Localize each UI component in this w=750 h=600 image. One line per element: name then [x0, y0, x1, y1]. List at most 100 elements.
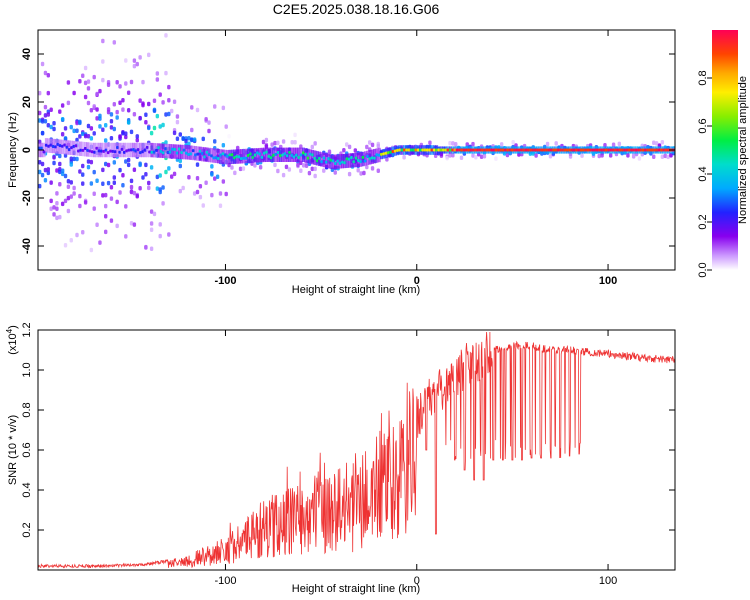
spectrogram-ridge-cell [554, 148, 558, 152]
spectrogram-band [113, 142, 117, 158]
spectrogram-cell [95, 178, 99, 184]
spectrogram-ridge-cell [329, 158, 333, 162]
spectrogram-ridge-cell [398, 148, 402, 152]
spectrogram-cell [138, 98, 142, 103]
spectrogram-ridge-cell [226, 154, 230, 158]
spectrogram-ridge-cell [205, 150, 209, 154]
spectrogram-band [141, 142, 145, 158]
spectrogram-cell [121, 98, 125, 103]
spectrogram-cell [115, 199, 119, 205]
spectrogram-cell [365, 164, 369, 170]
spectrogram-ridge-cell [402, 148, 406, 152]
spectrogram-ridge-cell [380, 152, 384, 156]
spectrogram-cell [290, 140, 294, 145]
spectrogram-band [173, 144, 177, 159]
spectrogram-cell [149, 130, 154, 136]
spectrogram-ridge-cell [621, 148, 625, 152]
spectrogram-ridge-cell [93, 150, 97, 154]
spectrogram-ridge-cell [145, 145, 149, 149]
spectrogram-cell [474, 154, 478, 160]
spectrogram-cell [313, 141, 317, 146]
spectrogram-cell [132, 63, 137, 69]
spectrogram-cell [43, 113, 48, 118]
spectrogram-ridge-cell [545, 148, 549, 152]
spectrogram-cell [187, 174, 191, 180]
spectrogram-cell [52, 126, 56, 132]
spectrogram-cell [121, 130, 125, 136]
spectrogram-cell [58, 161, 62, 167]
spectrogram-cell [167, 97, 171, 103]
spectrogram-cell [511, 140, 515, 145]
spectrogram-cell [169, 108, 174, 114]
spectrogram-cell [666, 154, 670, 160]
spectrogram-ridge-cell [561, 148, 565, 152]
spectrogram-ridge-cell [637, 148, 641, 152]
spectrogram-cell [144, 244, 148, 250]
spectrogram-ridge-cell [272, 153, 276, 157]
spectrogram-band [306, 148, 310, 164]
spectrogram-ridge-cell [664, 148, 668, 152]
spectrogram-ridge-cell [102, 149, 106, 153]
spectrogram-ridge-cell [166, 151, 170, 155]
spectrogram-cell [103, 213, 108, 219]
snr-xlabel: Height of straight line (km) [292, 583, 420, 595]
spectrogram-ridge-cell [565, 148, 569, 152]
colorbar-tick-label: 0.0 [697, 262, 709, 277]
spectrogram-cell [499, 142, 504, 147]
spectrogram-ridge-cell [448, 148, 452, 152]
spectrogram-cell [230, 165, 234, 170]
spectrogram-cell [69, 194, 73, 199]
spectrogram-cell [195, 162, 200, 167]
spectrogram-ridge-cell [446, 148, 450, 152]
spectrogram-band [292, 147, 296, 162]
spectrogram-cell [129, 184, 134, 190]
spectrogram-cell [52, 160, 56, 166]
spectrogram-band [187, 145, 191, 160]
spectrogram-cell [103, 161, 108, 167]
spectrogram-cell [101, 59, 105, 64]
spectrogram-cell [89, 247, 94, 253]
spectrogram-cell [609, 153, 613, 158]
spectrogram-ridge-cell [570, 148, 574, 152]
spectrogram-cell [132, 222, 137, 227]
spectrogram-ridge-cell [285, 154, 289, 158]
spectrogram-cell [78, 78, 82, 84]
spectrogram-cell [132, 58, 137, 63]
spectrogram-cell [89, 159, 94, 165]
snr-panel: -100 0 100 0.2 0.4 0.6 0.8 1.0 1.2 Height of str… [5, 322, 676, 595]
spectrogram-cell [164, 33, 168, 38]
spectrogram-ridge-cell [464, 148, 468, 152]
spectrogram-ridge-cell [40, 146, 44, 150]
spectrogram-cell [261, 139, 266, 145]
spectrogram-cell [109, 125, 114, 130]
spectrogram-ridge-cell [513, 148, 517, 152]
spectrogram-cell [241, 166, 246, 171]
spectrogram-cell [218, 191, 223, 196]
spectrogram-ticks: -100 0 100 -40 -20 0 20 40 [21, 30, 675, 287]
spectrogram-cell [465, 142, 469, 147]
spectrogram-cell [190, 127, 194, 133]
spectrogram-xlabel: Height of straight line (km) [292, 284, 420, 296]
spectrogram-ridge-cell [577, 148, 581, 152]
spectrogram-ridge-cell [38, 146, 41, 150]
spectrogram-cell [201, 203, 205, 208]
spectrogram-ridge-cell [97, 149, 101, 153]
spectrogram-ridge-cell [63, 143, 67, 147]
spectrogram-cell [178, 158, 182, 164]
spectrogram-ridge-cell [180, 151, 184, 155]
spectrogram-band [297, 147, 301, 162]
spectrogram-cell [69, 162, 73, 167]
spectrogram-cell [149, 246, 154, 252]
spectrogram-cell [155, 174, 160, 180]
spectrogram-ridge-cell [106, 151, 110, 155]
spectrogram-cell [287, 167, 292, 172]
snr-xtick-label: 100 [599, 575, 617, 587]
spectrogram-ridge-cell [249, 152, 253, 156]
spectrogram-band [214, 148, 218, 164]
spectrogram-ridge-cell [501, 148, 505, 152]
spectrogram-ridge-cell [313, 156, 317, 160]
spectrogram-cell [138, 55, 142, 60]
spectrogram-cell [124, 204, 128, 209]
spectrogram-band [63, 139, 67, 155]
spectrogram-cell [95, 116, 99, 121]
